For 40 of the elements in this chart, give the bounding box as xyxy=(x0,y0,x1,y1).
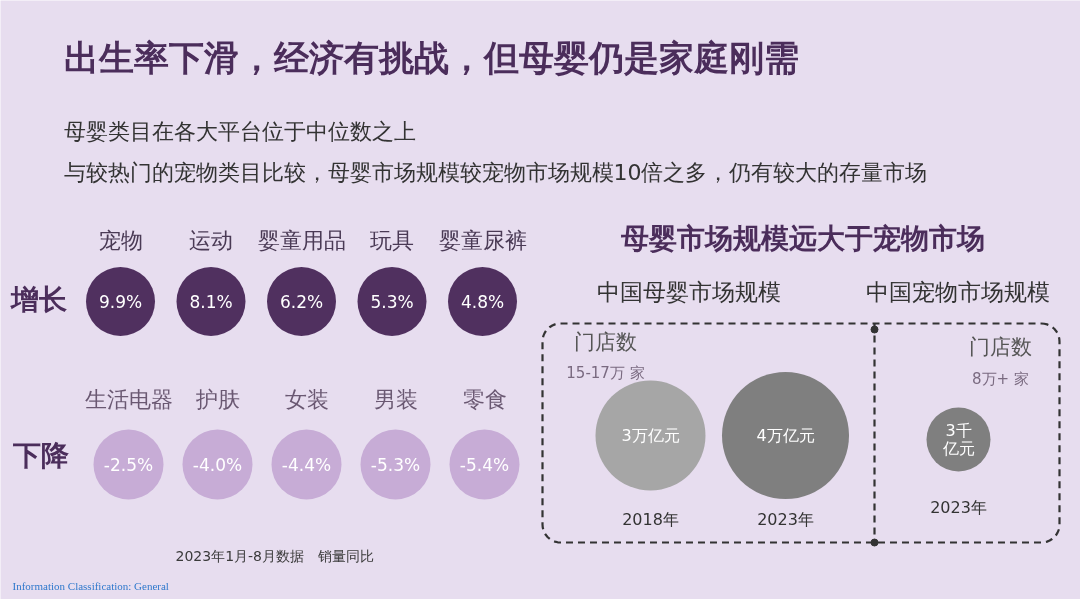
data-label: -2.5% xyxy=(103,454,154,475)
category-label: 婴童尿裤 xyxy=(438,228,527,253)
category-label: 护肤 xyxy=(194,387,240,412)
text: 8万+ 家 xyxy=(972,369,1029,388)
data-label: 6.2% xyxy=(279,291,324,312)
text: 母婴类目在各大平台位于中位数之上 xyxy=(63,119,416,144)
text: 增长 xyxy=(8,283,67,316)
category-label: 玩具 xyxy=(370,228,414,253)
data-label: -4.0% xyxy=(192,454,243,475)
category-label: 运动 xyxy=(189,228,233,253)
category-label: 2023年 xyxy=(757,510,814,529)
category-label: 2018年 xyxy=(622,510,679,529)
text: 门店数 xyxy=(969,334,1032,359)
text: 中国母婴市场规模 xyxy=(596,278,781,305)
category-label: 宠物 xyxy=(98,228,143,253)
data-label: 3万亿元 xyxy=(621,426,680,445)
data-label: 3千亿元 xyxy=(941,421,975,458)
category-label: 2023年 xyxy=(930,498,987,517)
text: 中国宠物市场规模 xyxy=(865,278,1050,305)
text: Information Classification: General xyxy=(12,579,169,592)
text: 2023年1月-8月数据 销量同比 xyxy=(175,547,374,564)
data-label: -5.4% xyxy=(459,454,510,475)
text: 出生率下滑，经济有挑战，但母婴仍是家庭刚需 xyxy=(63,37,799,78)
data-label: 5.3% xyxy=(370,291,414,312)
data-label: 8.1% xyxy=(189,291,233,312)
data-label: 4万亿元 xyxy=(756,426,815,445)
text: 下降 xyxy=(11,439,69,472)
category-label: 生活电器 xyxy=(84,387,173,412)
text: 15-17万 家 xyxy=(566,363,645,382)
data-label: -4.4% xyxy=(281,454,332,475)
category-label: 零食 xyxy=(462,387,507,412)
data-label: 9.9% xyxy=(98,291,143,312)
text: 母婴市场规模远大于宠物市场 xyxy=(619,222,985,255)
data-label: -5.3% xyxy=(370,454,421,475)
data-label: 4.8% xyxy=(460,291,505,312)
category-label: 女装 xyxy=(284,387,329,412)
text: 与较热门的宠物类目比较，母婴市场规模较宠物市场规模10倍之多，仍有较大的存量市场 xyxy=(63,160,928,185)
category-label: 男装 xyxy=(373,387,418,412)
category-label: 婴童用品 xyxy=(257,228,346,253)
text: 门店数 xyxy=(574,329,637,354)
